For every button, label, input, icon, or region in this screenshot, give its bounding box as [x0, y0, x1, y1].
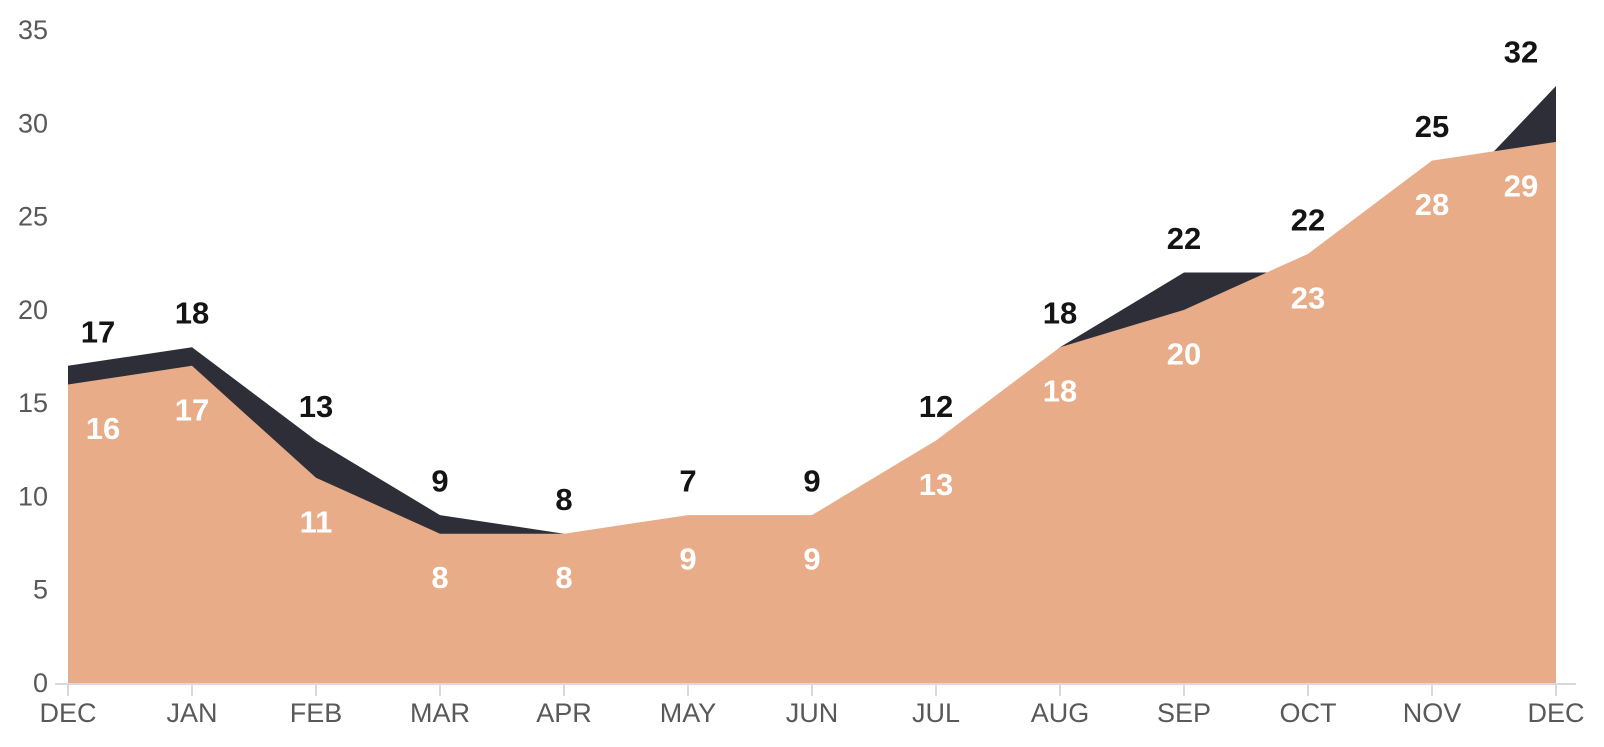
light-series-area [68, 141, 1556, 683]
month-label: MAR [410, 698, 470, 728]
dark-series-data-label: 22 [1167, 221, 1201, 256]
light-series-data-label: 29 [1504, 168, 1538, 203]
dark-series-data-label: 12 [919, 389, 953, 424]
light-series-data-label: 28 [1415, 187, 1449, 222]
dark-series-data-label: 9 [803, 464, 820, 499]
dark-series-data-label: 13 [299, 389, 333, 424]
y-tick-label: 10 [18, 481, 48, 511]
month-label: OCT [1280, 698, 1337, 728]
month-label: JUL [912, 698, 960, 728]
light-series-data-label: 18 [1043, 374, 1077, 409]
month-label: AUG [1031, 698, 1090, 728]
y-tick-label: 25 [18, 202, 48, 232]
month-label: FEB [290, 698, 343, 728]
dark-series-data-label: 9 [431, 464, 448, 499]
light-series-data-label: 11 [300, 504, 333, 539]
month-label: MAY [660, 698, 717, 728]
month-label: DEC [39, 698, 96, 728]
light-series-data-label: 9 [679, 542, 696, 577]
month-label: APR [536, 698, 592, 728]
month-label: NOV [1403, 698, 1462, 728]
light-series-data-label: 17 [175, 392, 209, 427]
dark-series-data-label: 32 [1504, 34, 1538, 69]
month-label: JUN [786, 698, 839, 728]
y-tick-label: 5 [33, 575, 48, 605]
y-tick-label: 0 [33, 668, 48, 698]
y-tick-label: 20 [18, 295, 48, 325]
y-tick-label: 15 [18, 388, 48, 418]
dark-series-data-label: 22 [1291, 202, 1325, 237]
light-series-data-label: 8 [431, 560, 448, 595]
y-tick-label: 30 [18, 108, 48, 138]
light-series-data-label: 23 [1291, 280, 1325, 315]
light-series-data-label: 16 [86, 411, 120, 446]
light-series-data-label: 9 [803, 542, 820, 577]
light-series-data-label: 20 [1167, 336, 1201, 371]
light-series-data-label: 13 [919, 467, 953, 502]
dark-series-data-label: 17 [81, 314, 115, 349]
dark-series-data-label: 18 [175, 296, 209, 331]
y-tick-label: 35 [18, 15, 48, 45]
month-label: DEC [1527, 698, 1584, 728]
dark-series-data-label: 8 [555, 482, 572, 517]
month-label: JAN [166, 698, 217, 728]
dark-series-data-label: 7 [679, 464, 696, 499]
light-series-data-label: 8 [555, 560, 572, 595]
month-label: SEP [1157, 698, 1211, 728]
dark-series-data-label: 18 [1043, 296, 1077, 331]
dark-series-data-label: 25 [1415, 109, 1449, 144]
